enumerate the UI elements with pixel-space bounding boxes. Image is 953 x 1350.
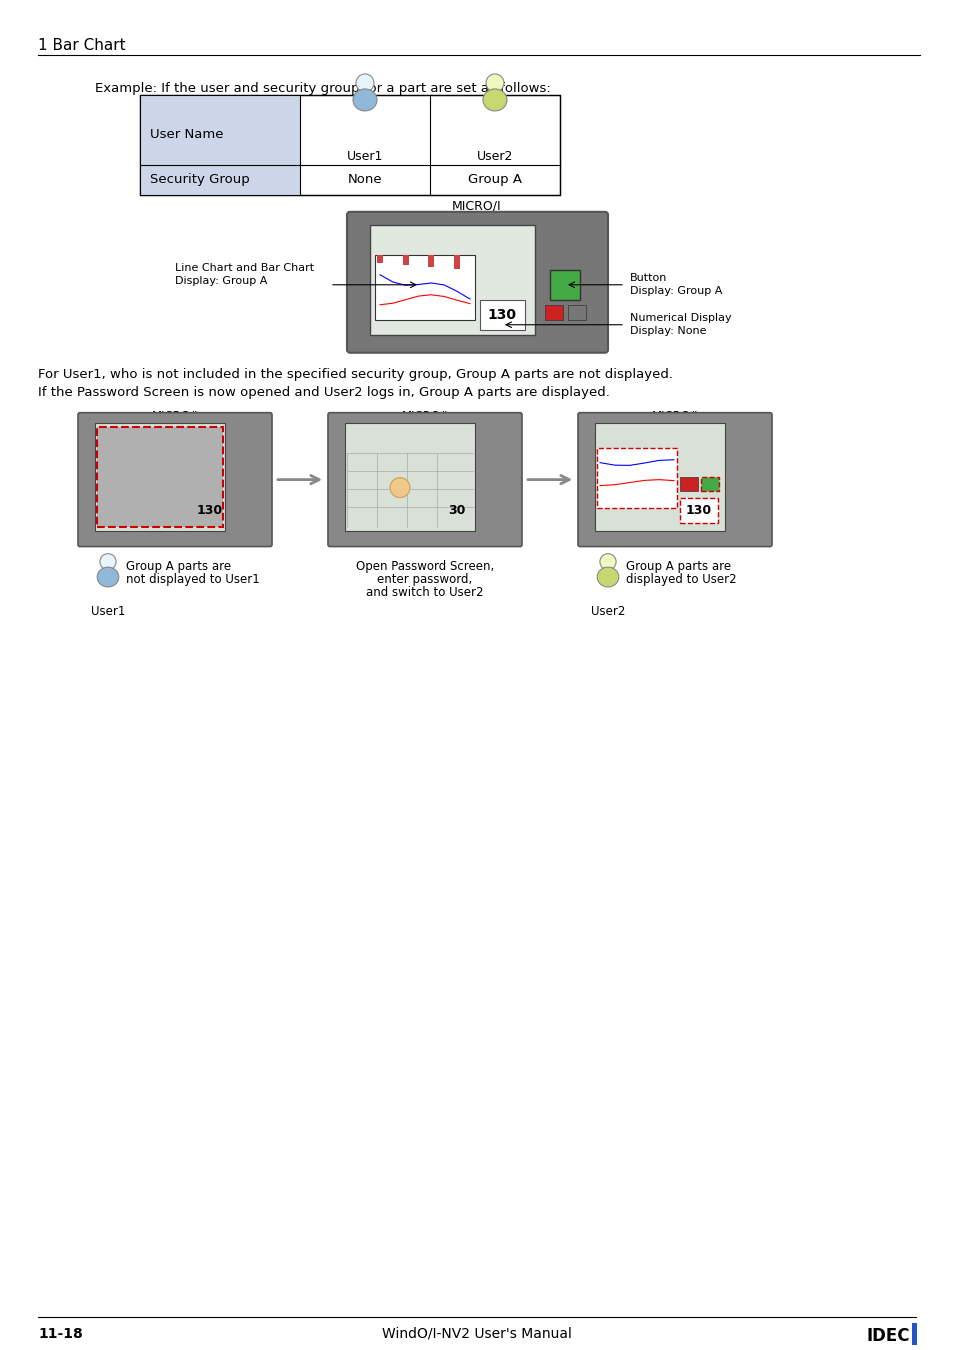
Bar (679, 498, 718, 522)
Text: User1: User1 (91, 605, 125, 617)
Bar (567, 305, 585, 320)
Text: If the Password Screen is now opened and User2 logs in, Group A parts are displa: If the Password Screen is now opened and… (38, 386, 609, 398)
Text: not displayed to User1: not displayed to User1 (126, 572, 259, 586)
Text: MICRO/I: MICRO/I (401, 409, 448, 423)
Text: 1 Bar Chart: 1 Bar Chart (38, 38, 126, 53)
Bar (345, 423, 475, 531)
Bar (140, 165, 299, 194)
Text: enter password,: enter password, (377, 572, 472, 586)
Bar (140, 95, 299, 165)
Text: MICRO/I: MICRO/I (152, 409, 198, 423)
Circle shape (599, 554, 616, 570)
Bar (597, 448, 677, 508)
Text: 130: 130 (685, 504, 711, 517)
Text: User2: User2 (590, 605, 624, 617)
Bar (402, 255, 408, 265)
Bar (375, 255, 475, 320)
Bar (595, 423, 724, 531)
Text: User Name: User Name (150, 128, 223, 142)
Text: MICRO/I: MICRO/I (651, 409, 698, 423)
Text: Open Password Screen,: Open Password Screen, (355, 559, 494, 572)
Text: WindO/I-NV2 User's Manual: WindO/I-NV2 User's Manual (381, 1327, 572, 1341)
Bar (95, 423, 225, 531)
Circle shape (100, 554, 116, 570)
FancyBboxPatch shape (578, 413, 771, 547)
Text: Example: If the user and security group for a part are set as follows:: Example: If the user and security group … (95, 82, 550, 94)
Bar (700, 477, 719, 490)
Text: None: None (347, 173, 382, 186)
Text: 30: 30 (448, 504, 465, 517)
Bar (428, 255, 434, 267)
Text: User2: User2 (476, 150, 513, 163)
Text: 11-18: 11-18 (38, 1327, 83, 1341)
Text: Group A parts are: Group A parts are (625, 559, 730, 572)
Text: Button
Display: Group A: Button Display: Group A (629, 273, 721, 297)
Bar (140, 95, 559, 194)
Circle shape (355, 74, 374, 92)
Circle shape (390, 478, 410, 498)
Bar (479, 300, 524, 329)
FancyBboxPatch shape (347, 212, 607, 352)
Text: MICRO/I: MICRO/I (452, 200, 501, 213)
Text: User1: User1 (347, 150, 383, 163)
Text: IDEC: IDEC (865, 1327, 909, 1345)
Text: Security Group: Security Group (150, 173, 250, 186)
Ellipse shape (353, 89, 376, 111)
Text: 130: 130 (196, 504, 223, 517)
Bar (376, 255, 382, 263)
Bar (370, 225, 535, 335)
Text: 130: 130 (487, 308, 516, 321)
Bar (544, 305, 562, 320)
FancyBboxPatch shape (328, 413, 521, 547)
Ellipse shape (597, 567, 618, 587)
Bar (550, 270, 579, 300)
Ellipse shape (482, 89, 506, 111)
Text: Line Chart and Bar Chart
Display: Group A: Line Chart and Bar Chart Display: Group … (174, 263, 314, 286)
Ellipse shape (97, 567, 119, 587)
Bar (97, 427, 223, 526)
Circle shape (485, 74, 503, 92)
Text: Numerical Display
Display: None: Numerical Display Display: None (629, 313, 731, 336)
Text: Group A: Group A (468, 173, 521, 186)
Text: and switch to User2: and switch to User2 (366, 586, 483, 598)
Text: Group A parts are: Group A parts are (126, 559, 231, 572)
Bar (679, 477, 698, 490)
FancyBboxPatch shape (78, 413, 272, 547)
Bar (454, 255, 459, 269)
Text: displayed to User2: displayed to User2 (625, 572, 736, 586)
Text: For User1, who is not included in the specified security group, Group A parts ar: For User1, who is not included in the sp… (38, 367, 672, 381)
Bar (911, 1323, 916, 1345)
